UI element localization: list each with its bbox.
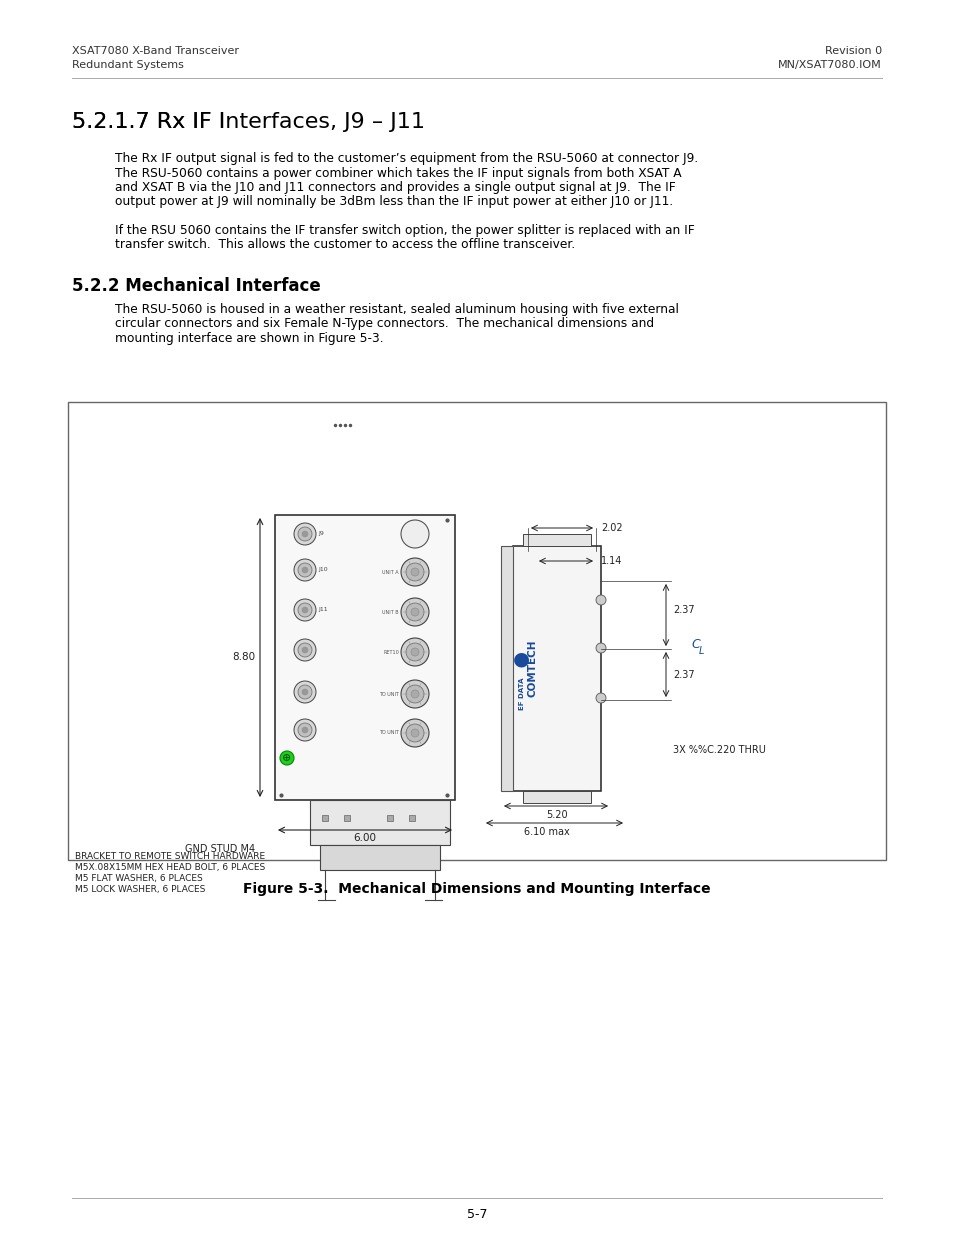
Circle shape — [297, 643, 312, 657]
Text: J9: J9 — [317, 531, 323, 536]
Text: UNIT A: UNIT A — [382, 569, 398, 574]
Text: C: C — [690, 637, 699, 651]
Circle shape — [294, 599, 315, 621]
Text: transfer switch.  This allows the customer to access the offline transceiver.: transfer switch. This allows the custome… — [115, 238, 575, 252]
Text: The RSU-5060 contains a power combiner which takes the IF input signals from bot: The RSU-5060 contains a power combiner w… — [115, 167, 680, 179]
Circle shape — [294, 522, 315, 545]
Circle shape — [294, 559, 315, 580]
Circle shape — [294, 680, 315, 703]
Text: 8.80: 8.80 — [232, 652, 254, 662]
Text: ⊕: ⊕ — [282, 753, 292, 763]
Circle shape — [406, 685, 423, 703]
Circle shape — [297, 722, 312, 737]
Text: 2.02: 2.02 — [600, 522, 622, 534]
Bar — [319, 845, 439, 869]
Text: 3X %%C.220 THRU: 3X %%C.220 THRU — [672, 745, 765, 755]
Circle shape — [302, 606, 308, 613]
Circle shape — [596, 693, 605, 703]
Circle shape — [297, 685, 312, 699]
Circle shape — [400, 638, 429, 666]
Text: TO UNIT: TO UNIT — [378, 730, 398, 736]
Circle shape — [411, 608, 418, 616]
Text: M5X.08X15MM HEX HEAD BOLT, 6 PLACES: M5X.08X15MM HEX HEAD BOLT, 6 PLACES — [75, 863, 265, 872]
Text: J11: J11 — [317, 608, 327, 613]
Text: L: L — [699, 646, 703, 656]
Text: GND STUD M4: GND STUD M4 — [185, 844, 254, 853]
Circle shape — [294, 719, 315, 741]
Circle shape — [596, 595, 605, 605]
Bar — [522, 790, 590, 803]
Text: XSAT7080 X-Band Transceiver: XSAT7080 X-Band Transceiver — [71, 46, 239, 56]
Text: 5.2.1.7 Rx IF Interfaces, J9 – J11: 5.2.1.7 Rx IF Interfaces, J9 – J11 — [71, 112, 424, 132]
Bar — [513, 546, 600, 790]
Circle shape — [297, 527, 312, 541]
Circle shape — [302, 647, 308, 653]
Circle shape — [400, 719, 429, 747]
Text: 2.37: 2.37 — [672, 605, 694, 615]
Circle shape — [302, 531, 308, 537]
Text: The Rx IF output signal is fed to the customer’s equipment from the RSU-5060 at : The Rx IF output signal is fed to the cu… — [115, 152, 698, 165]
Text: 5.2.2 Mechanical Interface: 5.2.2 Mechanical Interface — [71, 277, 320, 295]
Circle shape — [406, 563, 423, 580]
Text: If the RSU 5060 contains the IF transfer switch option, the power splitter is re: If the RSU 5060 contains the IF transfer… — [115, 224, 694, 237]
Circle shape — [400, 520, 429, 548]
Circle shape — [406, 724, 423, 742]
Text: Revision 0: Revision 0 — [824, 46, 882, 56]
Circle shape — [302, 689, 308, 695]
Circle shape — [400, 558, 429, 585]
Circle shape — [400, 680, 429, 708]
Text: 6.10 max: 6.10 max — [523, 827, 569, 837]
Text: Figure 5-3.  Mechanical Dimensions and Mounting Interface: Figure 5-3. Mechanical Dimensions and Mo… — [243, 882, 710, 897]
Text: EF DATA: EF DATA — [518, 677, 524, 710]
Circle shape — [294, 638, 315, 661]
Circle shape — [406, 603, 423, 621]
Circle shape — [400, 598, 429, 626]
Circle shape — [297, 603, 312, 618]
Text: 6.00: 6.00 — [354, 832, 376, 844]
Text: BRACKET TO REMOTE SWITCH HARDWARE: BRACKET TO REMOTE SWITCH HARDWARE — [75, 852, 265, 861]
Circle shape — [406, 643, 423, 661]
Text: M5 LOCK WASHER, 6 PLACES: M5 LOCK WASHER, 6 PLACES — [75, 885, 205, 894]
Text: 5-7: 5-7 — [466, 1208, 487, 1221]
Text: J10: J10 — [317, 568, 327, 573]
Bar — [68, 403, 885, 860]
Bar — [500, 546, 513, 790]
Text: RET10: RET10 — [383, 650, 398, 655]
Circle shape — [280, 751, 294, 764]
Text: mounting interface are shown in Figure 5-3.: mounting interface are shown in Figure 5… — [115, 332, 383, 345]
Text: ●: ● — [512, 650, 529, 668]
Circle shape — [411, 729, 418, 737]
Circle shape — [302, 567, 308, 573]
Circle shape — [302, 727, 308, 734]
Circle shape — [297, 563, 312, 577]
Text: TO UNIT: TO UNIT — [378, 692, 398, 697]
Text: Redundant Systems: Redundant Systems — [71, 61, 184, 70]
Text: 5.20: 5.20 — [546, 810, 567, 820]
Circle shape — [411, 568, 418, 576]
Bar — [310, 800, 450, 845]
Bar — [274, 515, 455, 800]
Circle shape — [411, 648, 418, 656]
Text: 2.37: 2.37 — [672, 669, 694, 679]
Text: circular connectors and six Female N-Type connectors.  The mechanical dimensions: circular connectors and six Female N-Typ… — [115, 317, 654, 331]
Bar — [522, 534, 590, 546]
Text: MN/XSAT7080.IOM: MN/XSAT7080.IOM — [778, 61, 882, 70]
Text: output power at J9 will nominally be 3dBm less than the IF input power at either: output power at J9 will nominally be 3dB… — [115, 195, 673, 209]
Text: and XSAT B via the J10 and J11 connectors and provides a single output signal at: and XSAT B via the J10 and J11 connector… — [115, 182, 675, 194]
Text: UNIT B: UNIT B — [382, 610, 398, 615]
Text: The RSU-5060 is housed in a weather resistant, sealed aluminum housing with five: The RSU-5060 is housed in a weather resi… — [115, 303, 679, 316]
Text: 1.14: 1.14 — [600, 556, 621, 566]
Text: COMTECH: COMTECH — [527, 640, 537, 698]
Text: M5 FLAT WASHER, 6 PLACES: M5 FLAT WASHER, 6 PLACES — [75, 874, 203, 883]
Circle shape — [596, 643, 605, 653]
Circle shape — [411, 690, 418, 698]
Text: 5.2.1.7 Rx IF I: 5.2.1.7 Rx IF I — [71, 112, 225, 132]
